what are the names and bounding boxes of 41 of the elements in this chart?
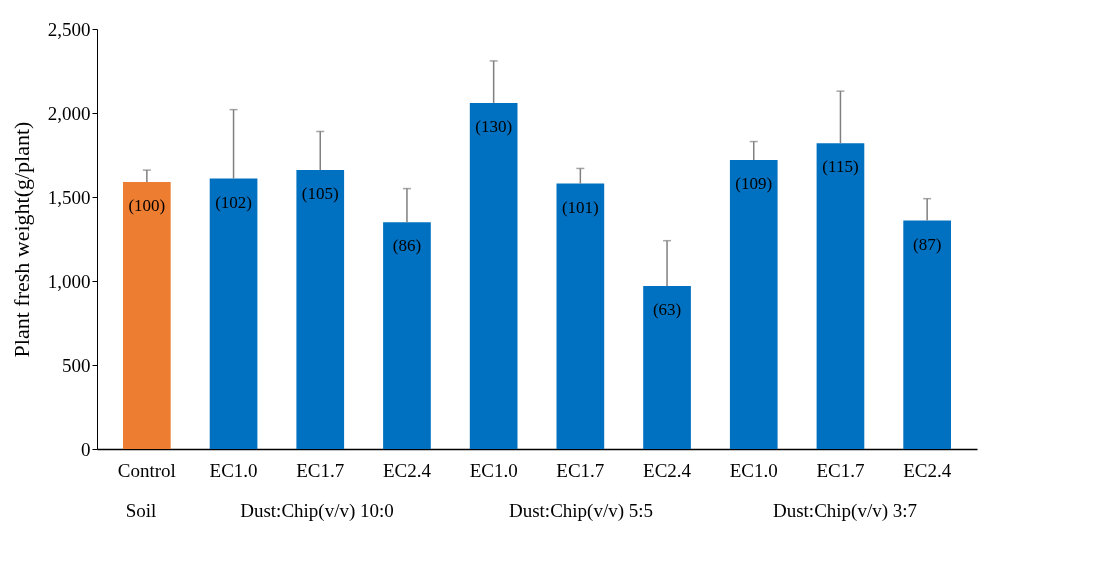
annotation: (86)	[392, 236, 422, 256]
bar	[469, 102, 518, 449]
annotation: (63)	[652, 300, 682, 320]
annotation: (102)	[215, 192, 252, 212]
bar	[383, 222, 431, 449]
y-tick-label: 1,500	[47, 186, 91, 208]
x-tick-label: EC2.4	[903, 459, 952, 481]
bar	[729, 160, 778, 449]
bar	[296, 170, 345, 449]
text: Dust:Chip(v/v) 5:5	[508, 500, 654, 522]
text: Soil	[125, 500, 157, 521]
x-tick-label: Control	[117, 459, 176, 481]
annotation: (109)	[735, 174, 773, 194]
annotation: (130)	[475, 116, 513, 136]
x-tick-label: EC2.4	[643, 459, 692, 481]
bar	[643, 286, 691, 449]
annotation: (101)	[561, 197, 599, 217]
bar	[816, 143, 865, 449]
y-tick-label: 0	[81, 438, 91, 460]
x-tick-label: EC1.7	[556, 459, 605, 481]
text: Dust:Chip(v/v) 10:0	[240, 500, 394, 522]
annotation: (115)	[822, 157, 859, 177]
annotation: (87)	[912, 234, 942, 254]
y-tick-label: 1,000	[47, 270, 91, 292]
y-tick-label: 2,000	[47, 102, 91, 124]
bar	[556, 183, 605, 449]
x-tick-label: EC2.4	[382, 459, 432, 481]
text: Dust:Chip(v/v) 3:7	[772, 500, 918, 522]
bar	[209, 178, 258, 449]
annotation: (100)	[128, 195, 166, 215]
annotation: (105)	[301, 184, 339, 204]
bar	[123, 181, 171, 449]
x-tick-label: EC1.0	[469, 459, 518, 481]
y-tick-label: 2,500	[47, 18, 91, 40]
y-tick-label: 500	[62, 354, 91, 376]
y-axis-title: Plant fresh weight(g/plant)	[8, 121, 34, 358]
x-tick-label: EC1.0	[209, 459, 258, 481]
x-tick-label: EC1.0	[729, 459, 778, 481]
x-tick-label: EC1.7	[296, 459, 345, 481]
bar	[903, 220, 951, 449]
x-tick-label: EC1.7	[816, 459, 865, 481]
